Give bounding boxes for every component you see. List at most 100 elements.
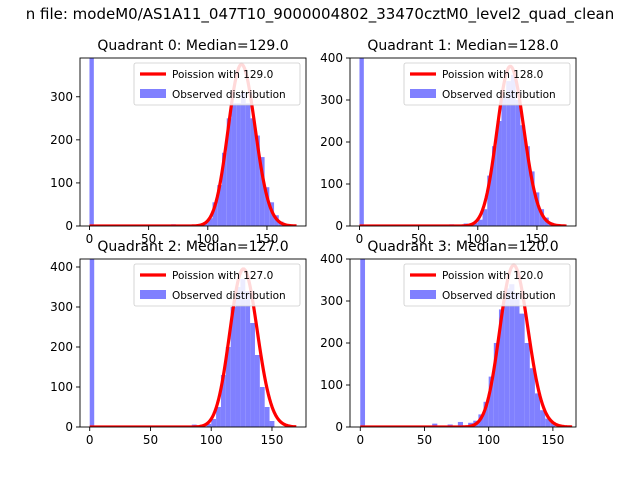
axes-frame bbox=[79, 57, 307, 227]
histogram-bar bbox=[207, 218, 213, 226]
legend-hist-label: Observed distribution bbox=[442, 290, 556, 302]
x-tick-label: 50 bbox=[411, 232, 426, 246]
histogram-bar bbox=[493, 343, 499, 427]
histogram-bar bbox=[235, 287, 241, 427]
y-tick-label: 300 bbox=[50, 90, 73, 104]
y-tick-label: 400 bbox=[320, 51, 343, 65]
histogram-bar bbox=[504, 288, 510, 427]
y-tick-label: 100 bbox=[50, 176, 73, 190]
x-tick-label: 100 bbox=[196, 232, 219, 246]
histogram-bar bbox=[89, 259, 95, 427]
histogram-bar bbox=[539, 209, 545, 226]
quadrant-2-panel: 0 50 100 150 0 100 200 300 400 Quadrant 2: Median… bbox=[50, 239, 307, 447]
plot-area bbox=[89, 58, 297, 226]
histogram-bar bbox=[477, 219, 483, 226]
histogram-bar bbox=[514, 292, 520, 427]
histogram-bar bbox=[524, 343, 530, 427]
histogram-bar bbox=[217, 185, 222, 226]
y-tick-label: 200 bbox=[50, 340, 73, 354]
legend-hist-swatch bbox=[140, 290, 166, 299]
histogram-bar bbox=[473, 222, 478, 226]
legend-box bbox=[133, 263, 301, 307]
histogram-bar bbox=[221, 152, 227, 226]
histogram-bar bbox=[216, 407, 221, 427]
histogram-bar bbox=[482, 209, 488, 226]
x-tick-label: 100 bbox=[200, 433, 223, 447]
legend-poisson-label: Poission with 127.0 bbox=[172, 270, 273, 282]
histogram-bar bbox=[483, 401, 489, 427]
histogram-bar bbox=[359, 58, 364, 226]
histogram-bar bbox=[211, 419, 217, 427]
histogram-bar bbox=[525, 146, 530, 226]
y-tick-label: 300 bbox=[320, 294, 343, 308]
x-tick-label: 50 bbox=[417, 433, 432, 447]
histogram-bar bbox=[498, 309, 505, 427]
histogram-bar bbox=[225, 347, 231, 427]
histogram-bar bbox=[529, 368, 535, 427]
legend-poisson-label: Poission with 120.0 bbox=[442, 270, 543, 282]
histogram-bar bbox=[540, 410, 546, 427]
legend-poisson-label: Poission with 129.0 bbox=[172, 69, 273, 81]
y-tick-label: 100 bbox=[320, 177, 343, 191]
histogram-bar bbox=[496, 121, 502, 226]
histogram-bar bbox=[491, 146, 497, 226]
histogram-bar bbox=[264, 407, 270, 427]
histogram-bar bbox=[250, 118, 256, 226]
histogram-bar bbox=[236, 103, 241, 226]
histogram-bar bbox=[212, 202, 218, 226]
legend: Poission with 120.0 Observed distribution bbox=[403, 263, 571, 307]
x-tick-label: 50 bbox=[143, 433, 158, 447]
histogram-bar bbox=[534, 393, 541, 427]
x-tick-label: 50 bbox=[141, 232, 156, 246]
x-tick-label: 150 bbox=[261, 433, 284, 447]
legend: Poission with 129.0 Observed distribution bbox=[133, 62, 301, 106]
legend-hist-swatch bbox=[410, 89, 436, 98]
x-tick-label: 150 bbox=[255, 232, 278, 246]
panel-title: Quadrant 1: Median=128.0 bbox=[367, 38, 558, 54]
y-tick-label: 400 bbox=[320, 252, 343, 266]
axes-frame bbox=[79, 258, 307, 428]
x-tick-label: 0 bbox=[356, 433, 364, 447]
y-tick-label: 100 bbox=[50, 380, 73, 394]
histogram-bar bbox=[506, 81, 511, 226]
y-tick-label: 400 bbox=[50, 260, 73, 274]
quadrant-1-panel: 0 50 100 150 0 100 200 300 400 Quadrant 1: Median… bbox=[320, 38, 577, 246]
y-tick-label: 100 bbox=[320, 378, 343, 392]
histogram-bar bbox=[510, 74, 516, 226]
x-tick-label: 150 bbox=[525, 232, 548, 246]
x-tick-label: 0 bbox=[86, 232, 94, 246]
y-tick-label: 300 bbox=[50, 300, 73, 314]
y-tick-label: 0 bbox=[335, 420, 343, 434]
legend-hist-swatch bbox=[140, 89, 166, 98]
legend-hist-label: Observed distribution bbox=[172, 89, 286, 101]
histogram-bar bbox=[519, 313, 525, 427]
legend-box bbox=[133, 62, 301, 106]
histogram-bar bbox=[259, 387, 265, 427]
legend-hist-label: Observed distribution bbox=[172, 290, 286, 302]
histogram-bar bbox=[240, 92, 246, 226]
histogram-bar bbox=[240, 279, 246, 427]
histogram-bar bbox=[269, 421, 275, 427]
y-tick-label: 200 bbox=[320, 135, 343, 149]
histogram-bar bbox=[432, 423, 438, 427]
histogram-bar bbox=[550, 422, 556, 427]
y-tick-label: 0 bbox=[65, 219, 73, 233]
quadrant-3-panel: 0 50 100 150 0 100 200 300 400 Quadrant 3: Median… bbox=[320, 239, 577, 447]
legend-hist-label: Observed distribution bbox=[442, 89, 556, 101]
legend-hist-swatch bbox=[410, 290, 436, 299]
legend: Poission with 128.0 Observed distribution bbox=[403, 62, 571, 106]
x-tick-label: 150 bbox=[541, 433, 564, 447]
histogram-bar bbox=[220, 375, 226, 427]
histogram-bar bbox=[529, 171, 535, 226]
y-tick-label: 200 bbox=[50, 133, 73, 147]
histogram-bar bbox=[488, 376, 494, 427]
histogram-bar bbox=[545, 418, 551, 427]
x-tick-label: 100 bbox=[466, 232, 489, 246]
y-tick-label: 300 bbox=[320, 93, 343, 107]
x-tick-label: 0 bbox=[356, 232, 364, 246]
x-tick-label: 100 bbox=[477, 433, 500, 447]
histogram-bar bbox=[254, 355, 260, 427]
legend-poisson-label: Poission with 128.0 bbox=[442, 69, 543, 81]
